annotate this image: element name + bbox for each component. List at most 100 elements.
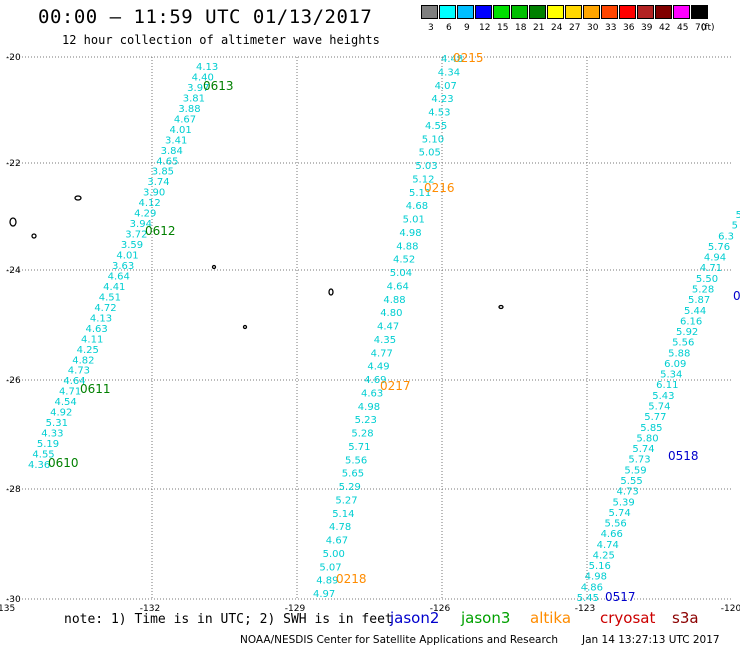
swh-value: 4.47 xyxy=(377,322,399,333)
island xyxy=(242,324,248,330)
legend-label: 21 xyxy=(533,23,545,33)
swh-value: 4.11 xyxy=(81,334,103,345)
swh-value: 4.88 xyxy=(383,295,405,306)
swh-value: 4.35 xyxy=(374,335,396,346)
swh-value: 4.71 xyxy=(59,387,81,398)
legend-swatch xyxy=(673,5,690,19)
swh-value: 4.40 xyxy=(192,72,214,83)
swh-value: 4.63 xyxy=(85,324,107,335)
x-tick-label: -129 xyxy=(285,604,306,614)
pass-time-label: 0216 xyxy=(424,181,455,195)
page-title: 00:00 – 11:59 UTC 01/13/2017 xyxy=(38,6,373,28)
legend-label: 30 xyxy=(587,23,599,33)
swh-value: 5.73 xyxy=(628,455,650,466)
swh-value: 5.87 xyxy=(688,295,710,306)
x-tick-label: -123 xyxy=(575,604,595,614)
swh-value: 4.64 xyxy=(108,271,130,282)
swh-value: 4.89 xyxy=(316,576,338,587)
swh-value: 4.92 xyxy=(50,408,72,419)
swh-value: 5.03 xyxy=(415,161,437,172)
swh-value: 4.23 xyxy=(431,94,453,105)
y-tick-label: -26 xyxy=(6,376,21,386)
swh-value: 5.85 xyxy=(640,423,662,434)
swh-value: 5.55 xyxy=(620,476,642,487)
swh-value: 5.10 xyxy=(422,134,444,145)
swh-value: 5.29 xyxy=(339,482,361,493)
swh-value: 4.71 xyxy=(700,263,722,274)
legend-label: 42 xyxy=(659,23,671,33)
legend-swatch xyxy=(547,5,564,19)
swh-value: 3.90 xyxy=(143,188,165,199)
swh-value: 4.78 xyxy=(329,522,351,533)
swh-value: 4.25 xyxy=(77,345,99,356)
swh-value: 5.23 xyxy=(355,415,377,426)
swh-value: 5.71 xyxy=(348,442,370,453)
swh-value: 4.64 xyxy=(63,376,85,387)
swh-value: 4.52 xyxy=(393,255,415,266)
swh-value: 5.39 xyxy=(612,497,634,508)
swh-value: 5.31 xyxy=(46,418,68,429)
swh-value: 5.05 xyxy=(419,148,441,159)
sat-jason3: jason3 xyxy=(461,609,511,627)
swh-value: 4.69 xyxy=(364,375,386,386)
swh-value: 6.3 xyxy=(718,231,734,242)
footer-note: note: 1) Time is in UTC; 2) SWH is in fe… xyxy=(64,612,393,627)
swh-value: 5.80 xyxy=(636,433,658,444)
swh-value: 4.98 xyxy=(399,228,421,239)
swh-value: 4.82 xyxy=(72,355,94,366)
pass-time-label: 0215 xyxy=(453,51,484,65)
swh-value: 4.97 xyxy=(313,589,335,600)
swh-value: 3.63 xyxy=(112,261,134,272)
swh-value: 4.88 xyxy=(396,241,418,252)
swh-value: 5.43 xyxy=(652,391,674,402)
legend-swatch xyxy=(493,5,510,19)
swh-value: 5.74 xyxy=(648,402,670,413)
legend-swatch xyxy=(691,5,708,19)
swh-value: 5.19 xyxy=(37,439,59,450)
swh-value: 5.28 xyxy=(351,429,373,440)
swh-value: 5.74 xyxy=(609,508,631,519)
swh-value: 4.55 xyxy=(32,450,54,461)
swh-value: 3.74 xyxy=(147,177,169,188)
swh-value: 5.12 xyxy=(412,174,434,185)
y-tick-label: -24 xyxy=(6,266,21,276)
legend-swatch xyxy=(583,5,600,19)
swh-value: 3.41 xyxy=(165,135,187,146)
swh-value: 4.73 xyxy=(68,366,90,377)
legend-label: 36 xyxy=(623,23,635,33)
swh-value: 4.01 xyxy=(116,251,138,262)
pass-time-label: 0217 xyxy=(380,379,411,393)
swh-value: 4.48 xyxy=(441,54,463,65)
swh-value: 5.74 xyxy=(632,444,654,455)
swh-value: 4.94 xyxy=(704,253,726,264)
x-tick-label: -120 xyxy=(721,604,740,614)
swh-value: 5.16 xyxy=(589,561,611,572)
swh-value: 5.88 xyxy=(668,348,690,359)
swh-value: 3.97 xyxy=(187,83,209,94)
x-tick-label: -135 xyxy=(0,604,15,614)
swh-value: 4.25 xyxy=(593,550,615,561)
y-tick-label: -20 xyxy=(6,53,21,63)
legend-swatch xyxy=(421,5,438,19)
swh-value: 4.55 xyxy=(425,121,447,132)
swh-value: 5.11 xyxy=(409,188,431,199)
legend-label: 9 xyxy=(464,23,470,33)
legend-swatch xyxy=(511,5,528,19)
swh-value: 5.00 xyxy=(323,549,345,560)
x-tick-label: -126 xyxy=(430,604,451,614)
swh-value: 4.34 xyxy=(438,67,460,78)
legend-swatch xyxy=(457,5,474,19)
swh-value: 5.34 xyxy=(660,370,682,381)
legend-label: 3 xyxy=(428,23,434,33)
pass-time-label: 0611 xyxy=(80,382,111,396)
y-tick-label: -22 xyxy=(6,159,21,169)
swh-value: 5.45 xyxy=(577,593,599,604)
pass-time-label: 0 xyxy=(733,289,740,303)
sat-jason2: jason2 xyxy=(390,609,440,627)
swh-value: 4.74 xyxy=(597,540,619,551)
legend-swatch xyxy=(601,5,618,19)
swh-value: 4.86 xyxy=(581,582,603,593)
swh-value: 4.77 xyxy=(371,348,393,359)
swh-value: 4.13 xyxy=(196,62,218,73)
